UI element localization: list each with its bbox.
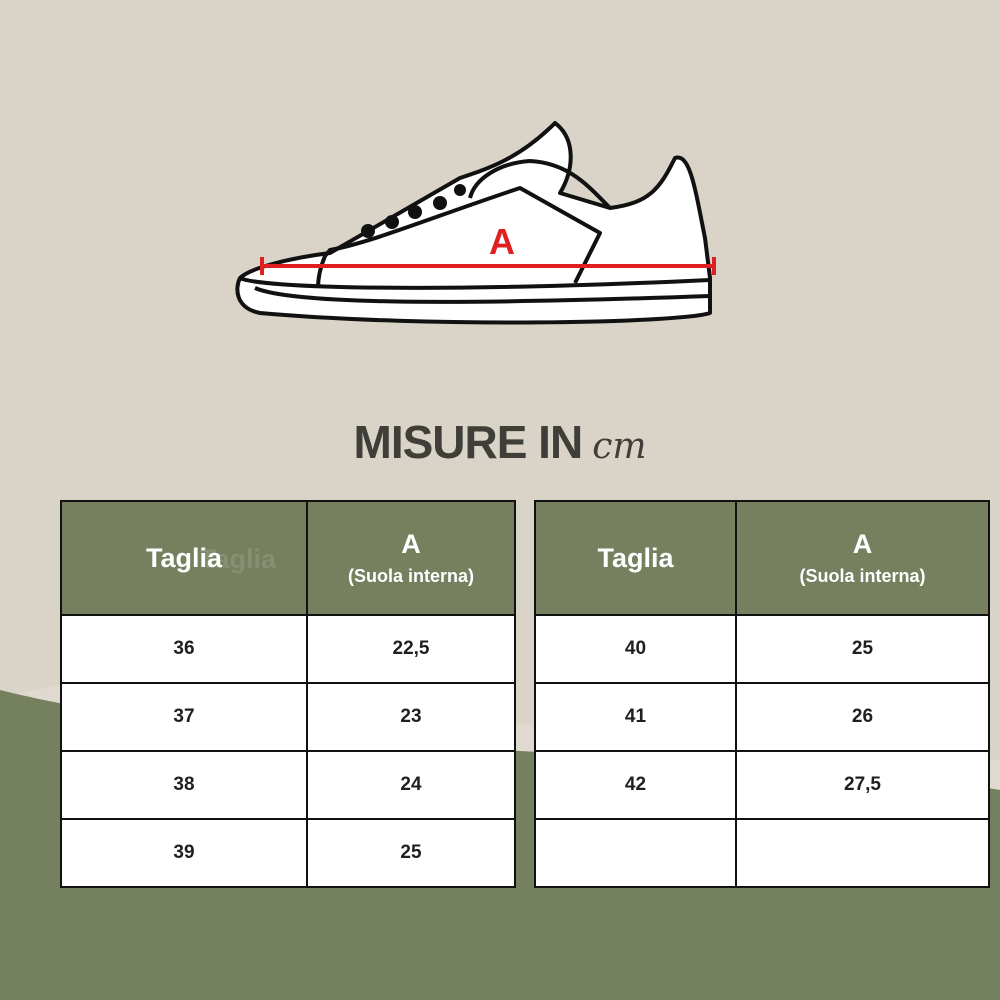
value-cell: 26: [735, 682, 990, 752]
value-cell: 23: [306, 682, 516, 752]
header-measure: A (Suola interna): [735, 500, 990, 616]
size-table-right: Taglia A (Suola interna) 40 25 41 26 42 27,5: [534, 500, 990, 888]
size-cell: 40: [534, 614, 737, 684]
size-cell: 42: [534, 750, 737, 820]
measure-label: A: [489, 221, 515, 262]
table-row: 36 22,5: [60, 614, 516, 684]
size-table-left: Taglia Taglia A (Suola interna) 36 22,5 37 2…: [60, 500, 516, 888]
page-title: MISURE IN cm: [0, 415, 1000, 469]
value-cell: 25: [306, 818, 516, 888]
header-measure: A (Suola interna): [306, 500, 516, 616]
size-cell: 41: [534, 682, 737, 752]
value-cell: [735, 818, 990, 888]
table-header-row: Taglia Taglia A (Suola interna): [60, 500, 516, 616]
value-cell: 22,5: [306, 614, 516, 684]
size-cell: 37: [60, 682, 308, 752]
sneaker-illustration: A: [235, 121, 716, 325]
table-row: 37 23: [60, 682, 516, 752]
table-row: 42 27,5: [534, 750, 990, 820]
size-cell: 38: [60, 750, 308, 820]
table-row: 38 24: [60, 750, 516, 820]
value-cell: 25: [735, 614, 990, 684]
value-cell: 27,5: [735, 750, 990, 820]
table-row: [534, 818, 990, 888]
title-main: MISURE IN: [353, 416, 584, 468]
table-row: 40 25: [534, 614, 990, 684]
size-cell: [534, 818, 737, 888]
title-unit: cm: [592, 426, 647, 467]
value-cell: 24: [306, 750, 516, 820]
size-cell: 36: [60, 614, 308, 684]
table-row: 41 26: [534, 682, 990, 752]
measure-line: [260, 257, 716, 275]
header-size: Taglia: [534, 500, 737, 616]
size-cell: 39: [60, 818, 308, 888]
ghost-text: Taglia: [200, 544, 277, 574]
table-row: 39 25: [60, 818, 516, 888]
header-size: Taglia Taglia: [60, 500, 308, 616]
table-header-row: Taglia A (Suola interna): [534, 500, 990, 616]
